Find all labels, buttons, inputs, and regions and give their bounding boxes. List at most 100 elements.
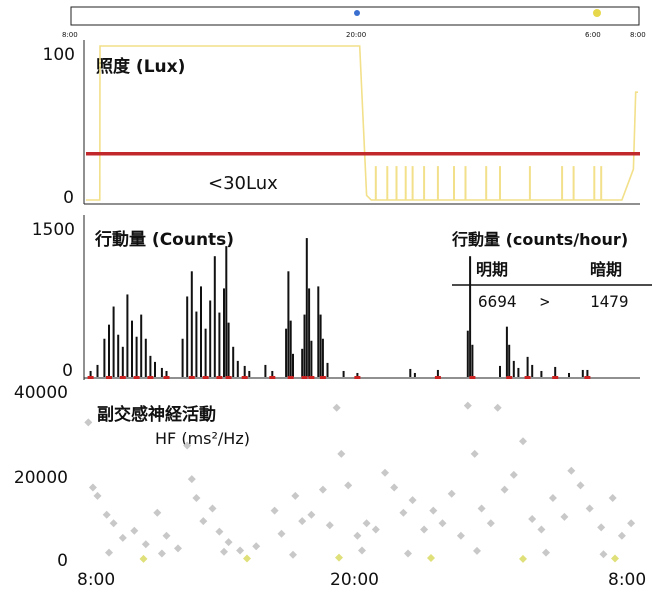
activity-bar-65	[581, 369, 584, 377]
hf-point-53	[560, 512, 569, 521]
activity-bar-61	[531, 364, 534, 377]
activity-dark-mark-6	[119, 376, 126, 379]
activity-bar-31	[248, 370, 251, 377]
hf-point-69	[599, 550, 608, 559]
activity-bar-37	[292, 353, 294, 377]
activity-dark-mark-33	[269, 376, 276, 379]
hf-point-25	[318, 485, 327, 494]
activity-bar-50	[413, 372, 416, 377]
hf-point-61	[105, 548, 113, 557]
hf-point-75	[611, 554, 619, 563]
activity-bar-39	[303, 314, 306, 377]
hf-point-10	[174, 544, 182, 553]
hf-point-72	[335, 553, 343, 562]
hf-point-52	[548, 494, 557, 502]
overview-tick-0: 8:00	[62, 31, 78, 39]
activity-dark-mark-63	[552, 376, 559, 379]
hf-point-58	[608, 494, 617, 502]
hf-point-48	[509, 470, 518, 479]
activity-dark-mark-36	[287, 376, 294, 379]
activity-bar-35	[287, 271, 290, 377]
hf-ytick-40000: 40000	[14, 383, 68, 403]
activity-bar-0	[89, 370, 92, 377]
hf-point-13	[192, 494, 201, 502]
hf-subtitle: HF (ms²/Hz)	[155, 429, 250, 448]
hf-point-28	[337, 449, 346, 458]
activity-bar-25	[223, 288, 225, 377]
activity-dark-mark-15	[163, 376, 170, 379]
hf-point-36	[408, 496, 417, 505]
activity-bar-22	[209, 300, 212, 377]
hf-point-35	[399, 508, 408, 517]
threshold-label: <30Lux	[208, 173, 278, 194]
hf-point-0	[84, 418, 93, 427]
hf-point-8	[153, 508, 162, 517]
inset-comparator: >	[540, 292, 550, 311]
activity-bar-58	[512, 360, 515, 377]
hf-point-43	[470, 449, 479, 458]
activity-dark-mark-27	[225, 376, 232, 379]
activity-bar-33	[271, 370, 274, 377]
hf-point-7	[141, 540, 150, 549]
activity-dark-mark-39	[301, 376, 308, 379]
hf-point-3	[102, 510, 111, 519]
activity-bar-27	[227, 322, 230, 377]
overview-frame	[70, 6, 640, 26]
activity-bar-40	[305, 238, 308, 377]
activity-dark-mark-21	[202, 376, 209, 379]
activity-inset-table: 行動量 (counts/hour) 明期 暗期 6694 > 1479	[451, 230, 652, 311]
activity-dark-mark-0	[87, 376, 94, 379]
hf-point-4	[109, 519, 118, 528]
overview-marker-yellow-icon[interactable]	[593, 9, 601, 17]
hf-point-44	[477, 504, 486, 513]
inset-title: 行動量 (counts/hour)	[451, 230, 628, 249]
activity-bar-54	[471, 344, 474, 377]
activity-bar-55	[499, 365, 501, 377]
inset-header-dark: 暗期	[590, 260, 622, 279]
hf-point-32	[371, 525, 380, 534]
hf-point-6	[130, 526, 139, 535]
hf-point-73	[427, 554, 435, 563]
activity-bar-7	[126, 294, 129, 377]
activity-dark-mark-45	[319, 376, 326, 379]
hf-point-39	[438, 519, 447, 528]
hf-point-26	[325, 521, 334, 530]
hf-point-14	[199, 517, 208, 526]
activity-dark-mark-24	[216, 376, 223, 379]
hf-point-24	[307, 510, 316, 519]
activity-bar-56	[505, 326, 508, 377]
activity-bar-49	[409, 368, 412, 377]
hf-point-23	[298, 517, 307, 526]
hf-point-1	[88, 483, 97, 492]
activity-bar-52	[466, 330, 469, 377]
activity-bar-41	[308, 288, 311, 377]
activity-bar-16	[181, 338, 184, 377]
overview-tick-2: 6:00	[585, 31, 601, 39]
activity-bar-46	[326, 362, 329, 377]
hf-point-30	[353, 531, 362, 540]
hf-point-27	[332, 403, 341, 412]
activity-dark-mark-3	[106, 376, 112, 379]
activity-bar-11	[144, 338, 147, 377]
activity-bar-38	[301, 348, 304, 377]
activity-bar-60	[526, 356, 529, 377]
activity-dark-mark-48	[354, 376, 361, 379]
hf-point-55	[576, 481, 585, 490]
hf-point-20	[270, 506, 279, 515]
activity-bar-47	[342, 370, 345, 377]
overview-marker-blue-icon[interactable]	[354, 10, 360, 16]
activity-dark-mark-42	[308, 376, 315, 379]
activity-bar-24	[218, 312, 221, 377]
activity-bar-59	[517, 367, 520, 377]
hf-point-67	[473, 546, 481, 555]
activity-bar-8	[131, 320, 133, 377]
hf-point-33	[381, 468, 389, 477]
hf-point-38	[429, 506, 438, 515]
hf-point-63	[220, 547, 228, 556]
overview-tick-1: 20:00	[346, 31, 366, 39]
activity-bar-62	[540, 370, 543, 377]
inset-light-value: 6694	[478, 292, 517, 311]
activity-bar-64	[568, 372, 570, 377]
activity-bar-12	[149, 355, 152, 377]
activity-bar-32	[264, 364, 267, 377]
